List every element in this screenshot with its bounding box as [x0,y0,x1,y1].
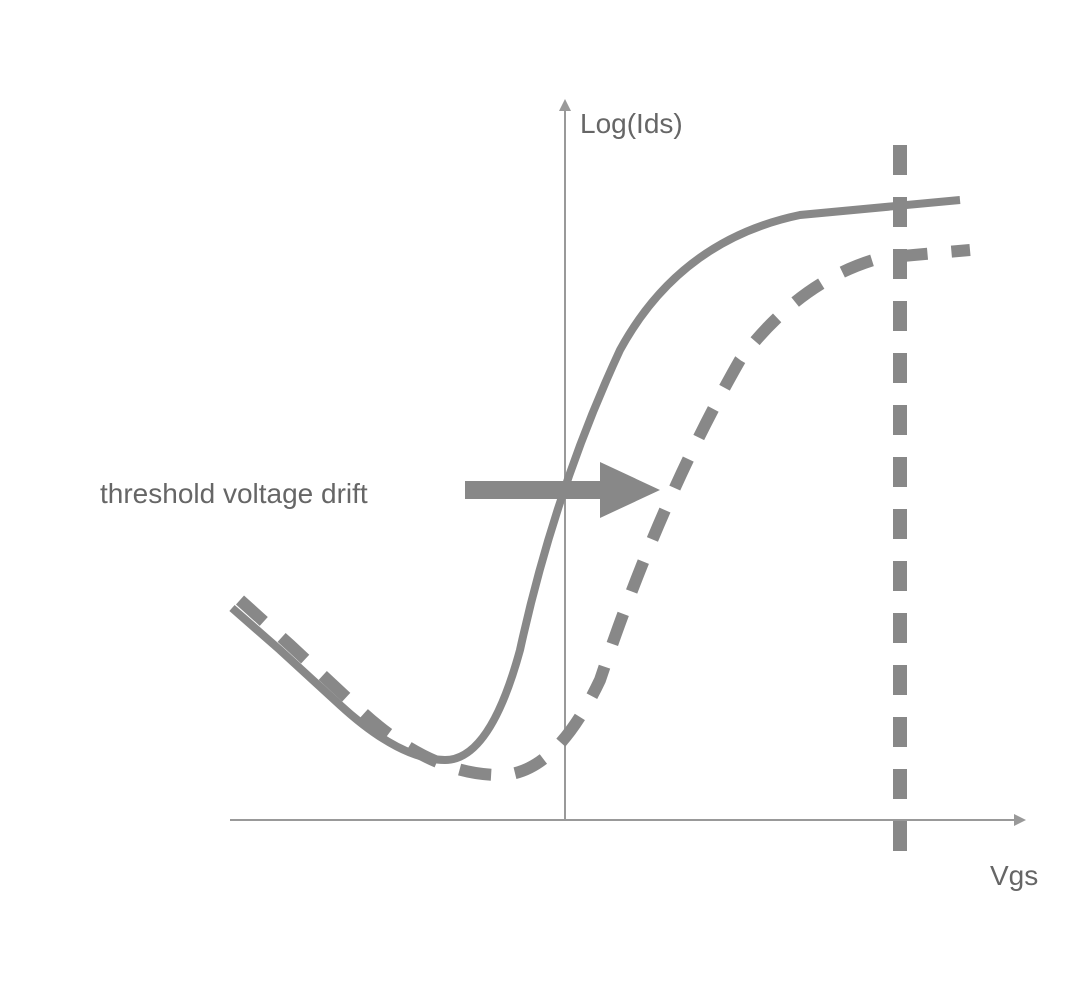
x-axis-label: Vgs [990,860,1038,892]
drift-label: threshold voltage drift [100,478,368,510]
drift-arrow-head [600,462,660,518]
chart-container: Log(Ids) Vgs threshold voltage drift [0,0,1088,983]
y-axis-label: Log(Ids) [580,108,683,140]
